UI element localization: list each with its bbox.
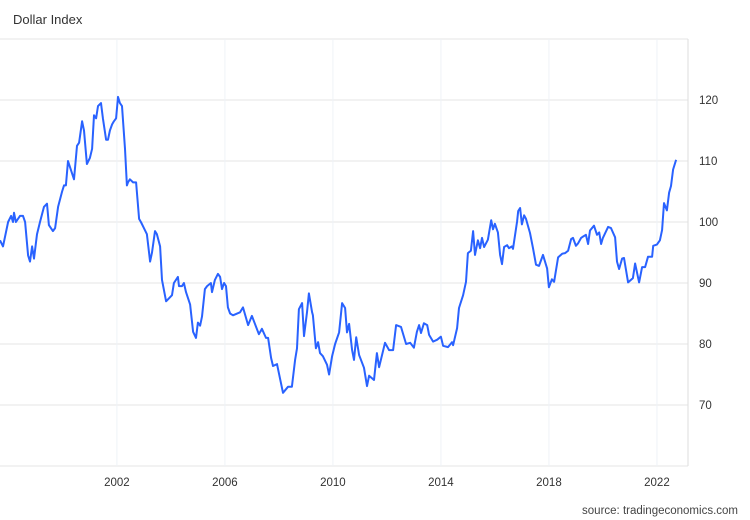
y-tick-label: 70 xyxy=(699,400,712,412)
y-tick-label: 100 xyxy=(699,217,718,229)
y-tick-label: 90 xyxy=(699,278,712,290)
x-tick-label: 2010 xyxy=(320,477,346,489)
x-tick-label: 2014 xyxy=(428,477,454,489)
source-credit: source: tradingeconomics.com xyxy=(582,505,738,517)
x-tick-label: 2022 xyxy=(644,477,670,489)
y-tick-label: 110 xyxy=(699,156,717,168)
x-tick-label: 2006 xyxy=(212,477,238,489)
y-tick-label: 80 xyxy=(699,339,712,351)
chart-title: Dollar Index xyxy=(13,12,83,27)
x-tick-label: 2018 xyxy=(536,477,562,489)
y-tick-label: 120 xyxy=(699,95,718,107)
series-line xyxy=(0,95,678,394)
x-tick-label: 2002 xyxy=(104,477,130,489)
